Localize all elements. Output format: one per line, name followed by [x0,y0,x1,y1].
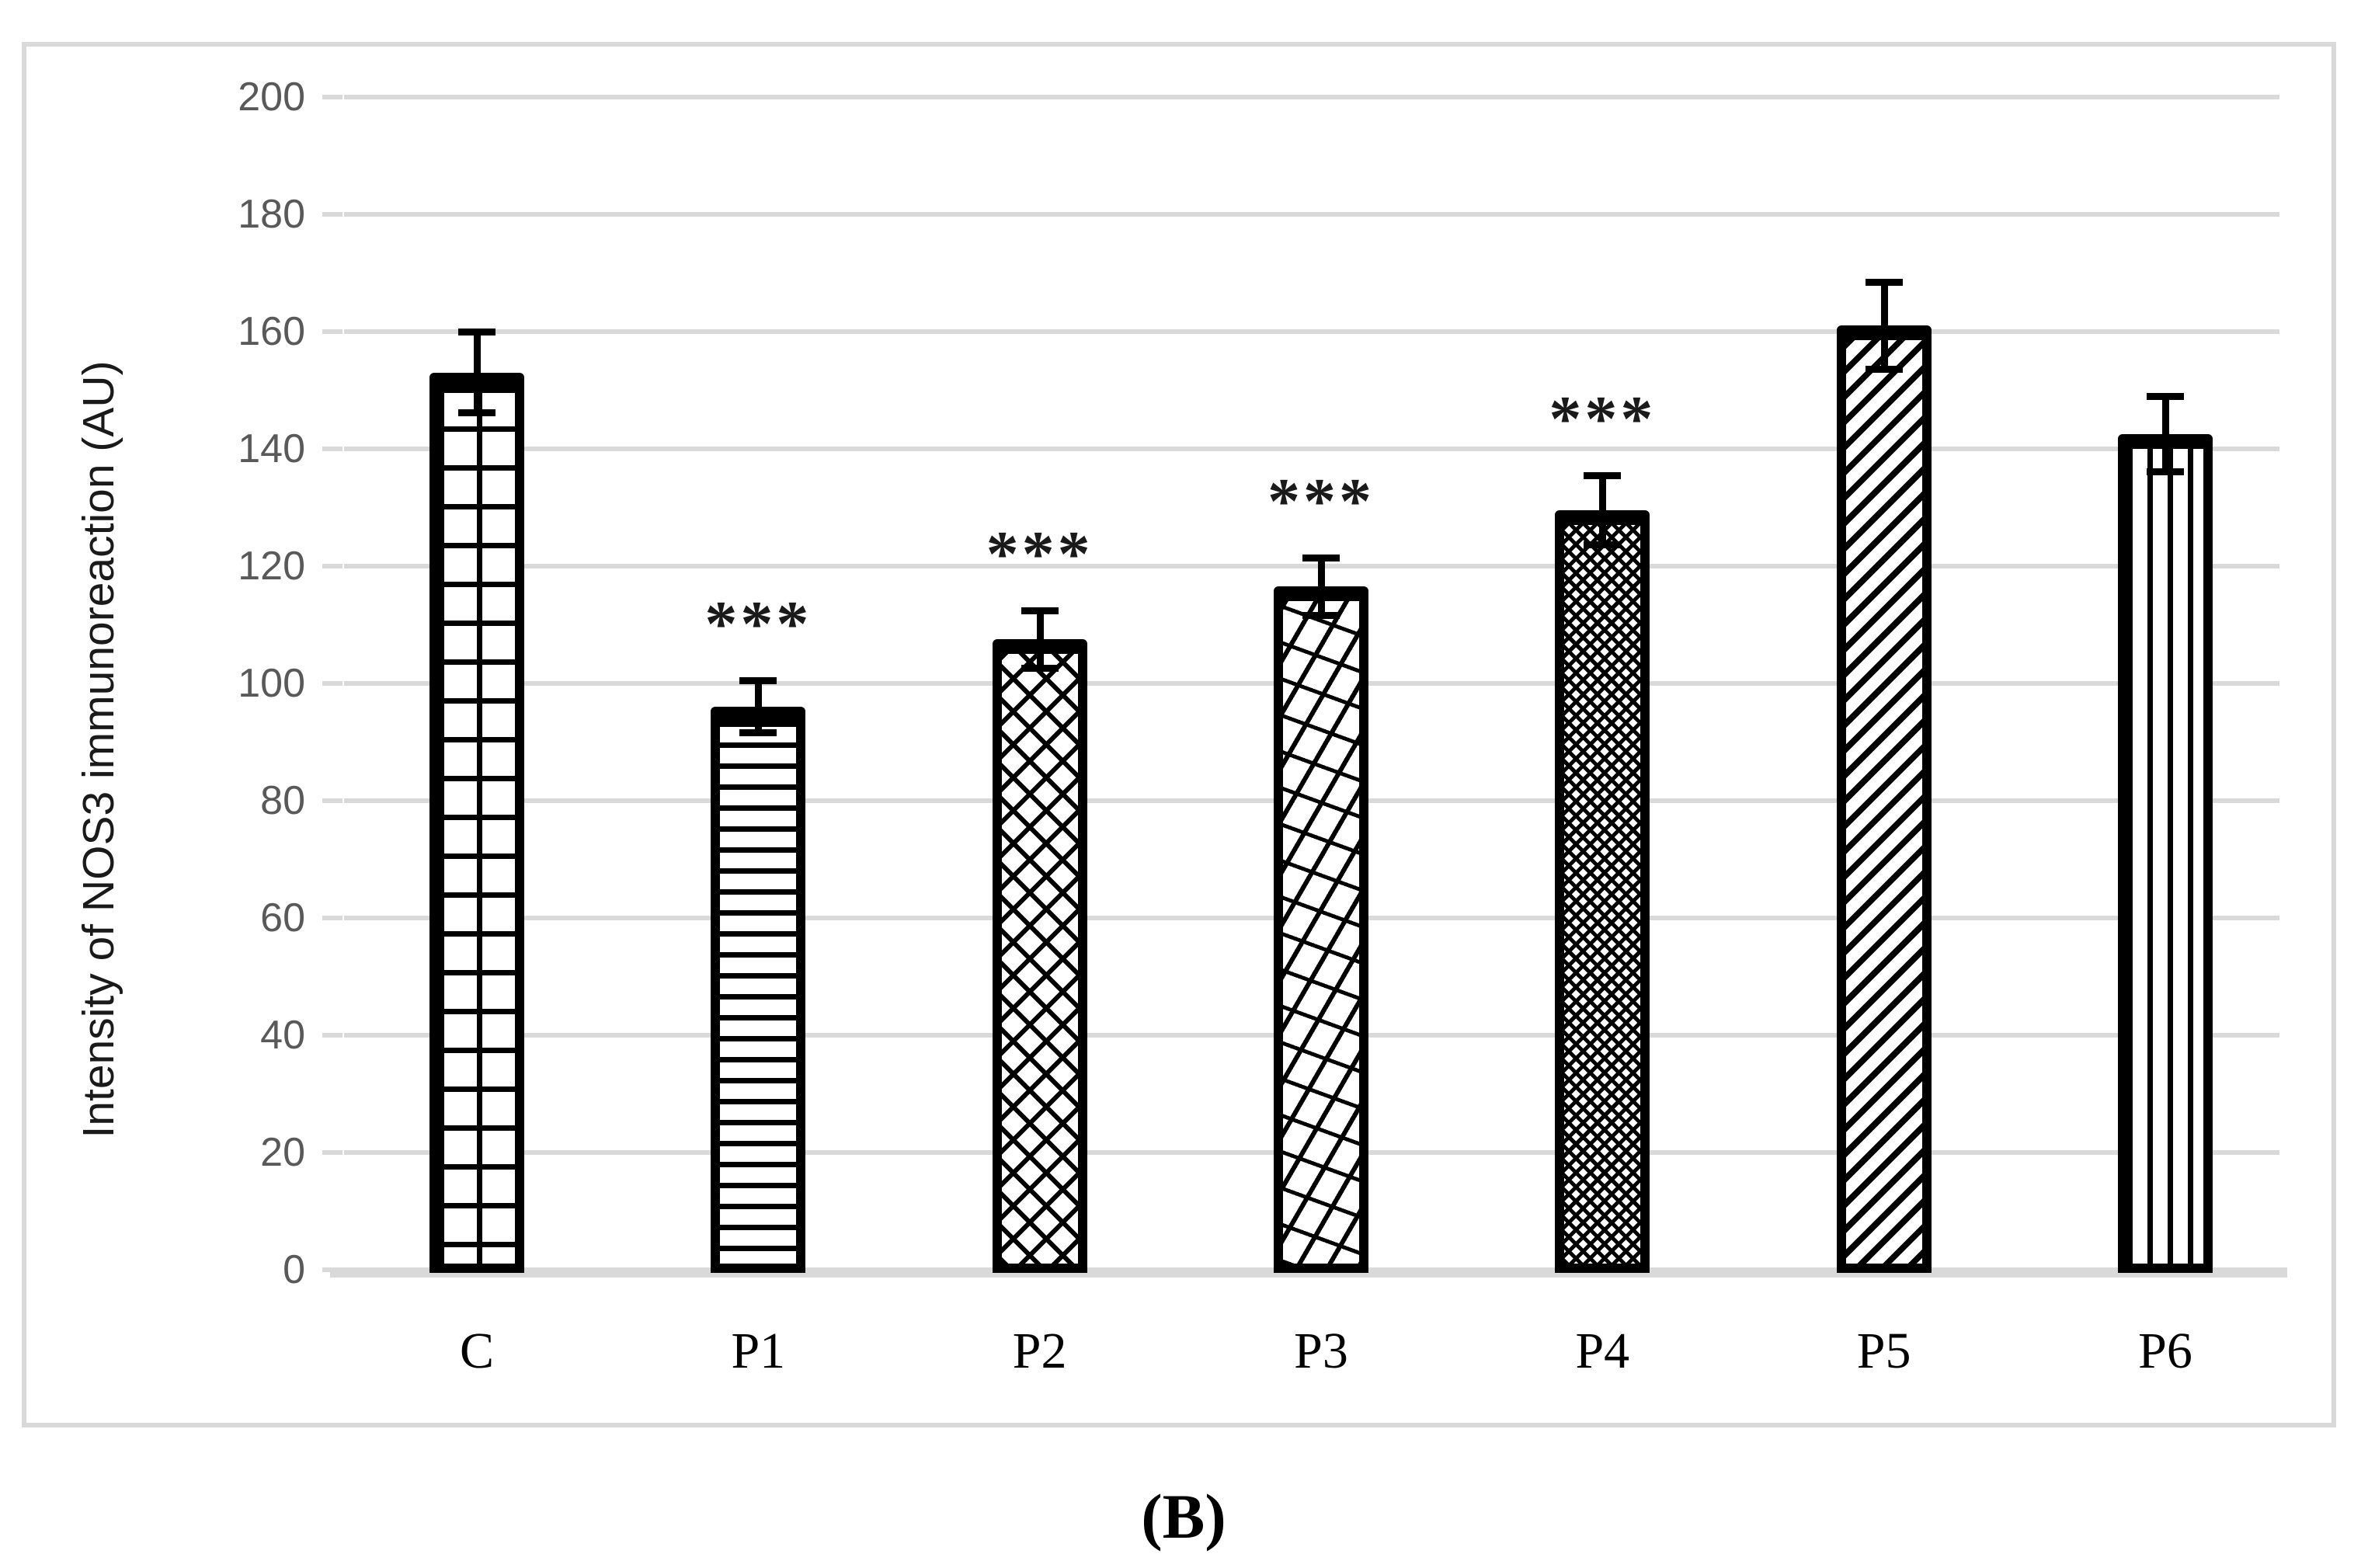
error-bar-P1 [735,677,781,736]
gridline-160 [344,329,2279,334]
x-tick-label-P5: P5 [1856,1323,1911,1379]
bar-P5 [1836,325,1932,1273]
x-tick-label-P2: P2 [1012,1323,1067,1379]
y-axis-tick-80 [322,798,343,803]
error-bar-line [755,677,763,736]
error-bar-cap-bottom [2147,468,2184,475]
error-bar-cap-bottom [1865,365,1903,373]
gridline-140 [344,447,2279,451]
gridline-120 [344,564,2279,568]
x-tick-label-C: C [459,1323,495,1379]
gridline-180 [344,212,2279,217]
error-bar-cap-top [739,677,777,685]
y-axis-tick-160 [322,329,343,334]
y-tick-label-160: 160 [238,309,305,354]
bar-P2 [992,639,1087,1273]
error-bar-cap-bottom [1584,541,1622,549]
error-bar-cap-bottom [739,728,777,736]
error-bar-P6 [2142,393,2189,475]
bar-P6 [2118,434,2213,1273]
error-bar-C [454,329,500,417]
x-tick-label-P3: P3 [1294,1323,1348,1379]
significance-stars-P1: *** [704,588,812,661]
bar-P4 [1555,510,1650,1273]
y-axis-title: Intensity of NOS3 immunoreaction (AU) [74,360,123,1139]
error-bar-cap-top [1865,279,1903,287]
bar-C [429,372,524,1273]
y-axis-tick-140 [322,447,343,451]
error-bar-line [1599,472,1607,549]
error-bar-P5 [1861,279,1907,373]
x-tick-label-P6: P6 [2138,1323,2192,1379]
y-tick-label-20: 20 [260,1130,305,1175]
y-axis-tick-200 [322,95,343,99]
error-bar-P3 [1298,554,1344,619]
x-tick-label-P1: P1 [731,1323,786,1379]
y-tick-label-40: 40 [260,1013,305,1058]
y-axis-tick-60 [322,916,343,920]
y-tick-label-120: 120 [238,544,305,589]
y-tick-label-180: 180 [238,192,305,237]
error-bar-cap-top [458,329,496,336]
error-bar-line [1318,554,1325,619]
y-axis-tick-40 [322,1033,343,1038]
error-bar-line [2162,393,2169,475]
significance-stars-P4: *** [1549,383,1657,456]
error-bar-cap-top [1302,554,1340,561]
y-axis-tick-100 [322,681,343,686]
y-tick-label-200: 200 [238,75,305,120]
significance-stars-P2: *** [986,517,1094,590]
error-bar-line [1880,279,1888,373]
error-bar-line [474,329,481,417]
gridline-200 [344,95,2279,99]
y-tick-label-0: 0 [283,1247,305,1292]
y-axis-tick-180 [322,212,343,217]
error-bar-cap-top [2147,393,2184,401]
error-bar-cap-top [1021,607,1059,614]
y-axis-tick-20 [322,1150,343,1155]
error-bar-P4 [1579,472,1626,549]
y-tick-label-80: 80 [260,778,305,823]
y-tick-label-60: 60 [260,895,305,940]
error-bar-cap-bottom [458,409,496,417]
y-axis-tick-120 [322,564,343,568]
error-bar-cap-bottom [1302,611,1340,619]
y-tick-label-140: 140 [238,426,305,471]
error-bar-P2 [1017,607,1063,672]
y-tick-label-100: 100 [238,661,305,706]
figure-caption: (B) [1141,1481,1226,1552]
bar-P1 [711,707,806,1273]
error-bar-line [1036,607,1044,672]
error-bar-cap-top [1584,472,1622,480]
error-bar-cap-bottom [1021,664,1059,672]
bar-P3 [1274,586,1368,1273]
significance-stars-P3: *** [1267,464,1375,537]
chart-panel: Intensity of NOS3 immunoreaction (AU) 0 2… [22,42,2336,1427]
x-tick-label-P4: P4 [1575,1323,1630,1379]
